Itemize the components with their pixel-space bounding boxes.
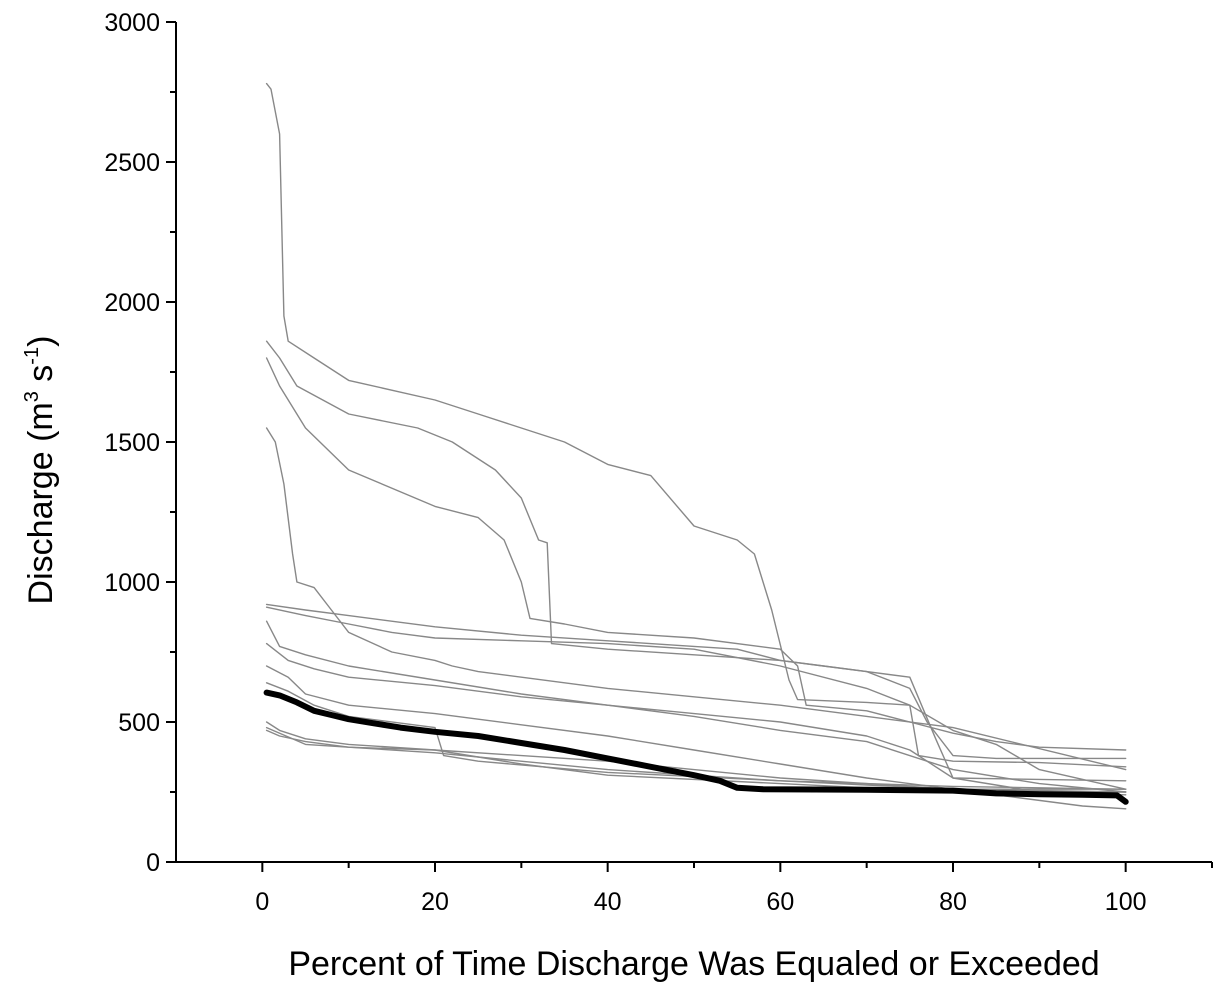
x-tick-label: 60 [766,888,794,916]
series-line-12 [265,729,1127,790]
series-line-13 [265,726,1127,793]
series-line-7 [265,620,1127,796]
y-tick-label: 2000 [104,289,160,317]
x-axis-title: Percent of Time Discharge Was Equaled or… [288,945,1099,983]
tick-marks [166,21,1213,872]
y-axis-title: Discharge (m3 s-1) [21,336,60,605]
series-line-9 [265,665,1127,793]
x-tick-label: 80 [939,888,967,916]
x-tick-label: 100 [1105,888,1147,916]
data-series [263,82,1129,810]
y-tick-label: 2500 [104,149,160,177]
series-line-1 [265,82,1127,768]
y-tick-label: 1000 [104,569,160,597]
series-line-6 [265,606,1127,790]
series-line-11 [265,721,1127,810]
series-line-4 [265,427,1127,771]
x-tick-label: 40 [594,888,622,916]
series-line-5 [265,603,1127,782]
axes [175,22,1212,863]
y-axis-title-end: ) [22,336,60,347]
y-axis-title-sup1: 3 [21,391,43,402]
series-line-3 [265,357,1127,751]
mean-series-line [263,689,1129,805]
y-axis-title-main: Discharge (m [22,402,60,604]
y-tick-label: 3000 [104,9,160,37]
y-tick-label: 500 [118,709,160,737]
series-line-2 [265,340,1127,760]
series-line-8 [265,642,1127,793]
y-tick-label: 1500 [104,429,160,457]
y-axis-title-sup2: -1 [21,347,43,365]
series-line-10 [265,682,1127,790]
x-tick-label: 20 [421,888,449,916]
y-tick-label: 0 [146,849,160,877]
y-axis-title-mid: s [22,365,60,391]
x-tick-label: 0 [255,888,269,916]
tick-labels: 0 500 1000 1500 2000 2500 3000 0 20 40 60 80 100 [104,9,1146,916]
